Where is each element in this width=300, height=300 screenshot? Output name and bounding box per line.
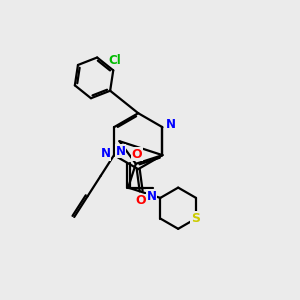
Text: N: N (116, 145, 126, 158)
Text: S: S (191, 212, 200, 225)
Text: N: N (100, 147, 110, 160)
Text: O: O (136, 194, 146, 207)
Text: Cl: Cl (108, 54, 121, 67)
Text: O: O (132, 148, 142, 160)
Text: N: N (147, 190, 157, 203)
Text: N: N (166, 118, 176, 131)
